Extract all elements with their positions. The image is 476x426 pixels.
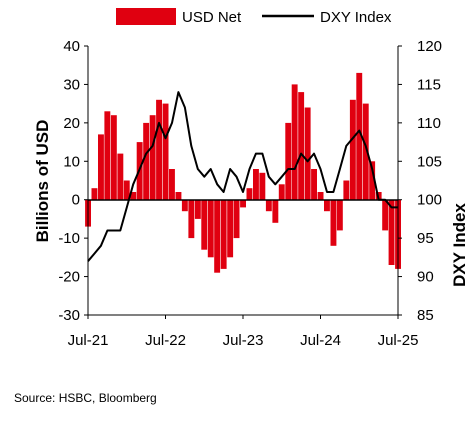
x-tick-label: Jul-23: [223, 332, 264, 349]
x-tick-label: Jul-21: [68, 332, 109, 349]
line-series-dxy: [87, 91, 398, 262]
bar-usd-net-2024-09: [330, 199, 337, 246]
left-tick-label: -20: [58, 269, 80, 286]
right-tick-label: 95: [417, 230, 434, 247]
legend-label-dxy: DXY Index: [320, 9, 392, 26]
bar-usd-net-2023-05: [227, 199, 234, 258]
left-tick-label: 20: [63, 115, 80, 132]
source-note: Source: HSBC, Bloomberg: [14, 391, 157, 405]
left-tick-label: -30: [58, 307, 80, 324]
bar-usd-net-2021-12: [117, 153, 124, 200]
bar-usd-net-2022-12: [194, 199, 201, 219]
bar-usd-net-2024-07: [317, 192, 324, 200]
bar-usd-net-2024-11: [343, 180, 350, 200]
left-tick-label: 10: [63, 153, 80, 170]
bar-usd-net-2022-08: [169, 169, 175, 200]
legend-swatch-usd-net: [116, 8, 176, 25]
left-tick-label: 40: [63, 38, 80, 55]
right-tick-label: 85: [417, 307, 434, 324]
bar-usd-net-2024-05: [304, 107, 311, 200]
x-tick-label: Jul-25: [378, 332, 419, 349]
bar-usd-net-2022-07: [162, 103, 169, 200]
right-tick-label: 115: [417, 76, 441, 93]
bar-series-usd-net: [85, 72, 401, 273]
bar-usd-net-2023-08: [246, 188, 253, 200]
right-axis-title: DXY Index: [450, 203, 469, 287]
bar-usd-net-2024-02: [285, 122, 292, 200]
bar-usd-net-2021-08: [91, 188, 98, 200]
right-tick-label: 110: [417, 115, 441, 132]
bar-usd-net-2023-06: [233, 199, 240, 239]
bar-usd-net-2024-10: [336, 199, 343, 231]
left-axis-ticks: 40 30 20 10 0 -10 -20 -30: [58, 38, 88, 324]
x-tick-label: Jul-24: [300, 332, 341, 349]
bar-usd-net-2022-01: [123, 180, 130, 200]
bar-usd-net-2022-09: [175, 192, 182, 200]
bar-usd-net-2024-06: [311, 169, 317, 200]
left-tick-label: 0: [72, 192, 80, 209]
legend: USD Net DXY Index: [116, 8, 392, 26]
bar-usd-net-2021-09: [98, 134, 104, 200]
x-axis-ticks: Jul-21 Jul-22 Jul-23 Jul-24 Jul-25: [68, 315, 419, 349]
bar-usd-net-2025-03: [369, 161, 376, 200]
bar-usd-net-2023-04: [220, 199, 227, 269]
bar-usd-net-2022-11: [188, 199, 195, 239]
bar-usd-net-2024-01: [278, 184, 285, 200]
bar-usd-net-2022-06: [156, 99, 162, 200]
legend-label-usd-net: USD Net: [182, 9, 242, 26]
bar-usd-net-2024-08: [324, 199, 330, 212]
bar-usd-net-2022-10: [181, 199, 188, 212]
bar-usd-net-2025-02: [362, 103, 369, 200]
bar-usd-net-2024-12: [349, 99, 356, 200]
right-tick-label: 90: [417, 269, 434, 286]
left-axis-title: Billions of USD: [33, 120, 52, 243]
bar-usd-net-2023-09: [253, 169, 259, 200]
left-tick-label: -10: [58, 230, 80, 247]
bar-usd-net-2023-07: [240, 199, 246, 208]
bar-usd-net-2023-10: [259, 172, 266, 200]
left-tick-label: 30: [63, 76, 80, 93]
right-axis-ticks: 120 115 110 105 100 95 90 85: [398, 38, 442, 324]
bar-usd-net-2024-04: [298, 92, 305, 200]
bar-usd-net-2021-11: [110, 115, 117, 200]
bar-usd-net-2024-03: [291, 84, 298, 200]
bar-usd-net-2022-02: [130, 192, 137, 200]
bar-usd-net-2023-12: [272, 199, 279, 223]
right-tick-label: 105: [417, 153, 442, 170]
bar-usd-net-2022-04: [143, 122, 150, 200]
x-tick-label: Jul-22: [145, 332, 186, 349]
bar-usd-net-2021-10: [104, 111, 111, 200]
bar-usd-net-2023-02: [207, 199, 214, 258]
right-tick-label: 100: [417, 192, 442, 209]
bar-usd-net-2023-01: [201, 199, 208, 250]
bar-usd-net-2025-06: [388, 199, 395, 265]
bar-usd-net-2022-05: [149, 115, 156, 200]
bar-usd-net-2023-03: [214, 199, 221, 273]
bar-usd-net-2025-01: [356, 72, 363, 200]
right-tick-label: 120: [417, 38, 442, 55]
bar-usd-net-2023-11: [265, 199, 272, 212]
bar-usd-net-2025-05: [382, 199, 389, 231]
